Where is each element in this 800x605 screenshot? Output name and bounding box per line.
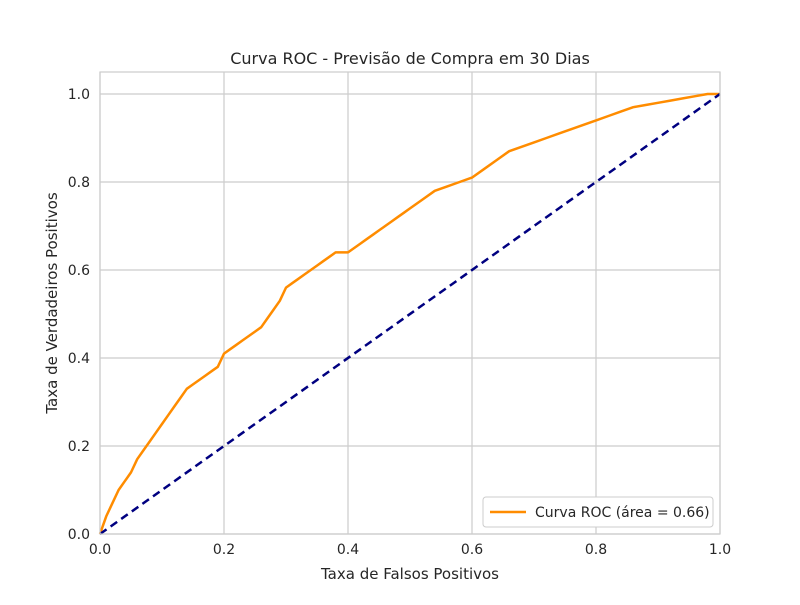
y-tick-label: 0.4	[68, 351, 90, 367]
plot-frame	[99, 71, 721, 535]
y-tick-label: 0.2	[68, 439, 90, 455]
y-axis-label: Taxa de Verdadeiros Positivos	[43, 192, 61, 414]
legend-label-roc: Curva ROC (área = 0.66)	[535, 505, 710, 521]
y-tick-label: 0.0	[68, 527, 90, 543]
roc-curve-line	[98, 92, 720, 535]
x-tick-label: 0.4	[337, 542, 359, 558]
x-tick-label: 0.8	[585, 542, 607, 558]
legend-box	[482, 496, 714, 528]
x-tick-label: 1.0	[709, 542, 731, 558]
y-tick-label: 0.6	[68, 263, 90, 279]
chart-title: Curva ROC - Previsão de Compra em 30 Dia…	[230, 49, 590, 68]
tick-labels: 0.0 0.2 0.4 0.6 0.8 1.0 0.0 0.2 0.4 0.6 0.8 1.0	[68, 87, 731, 558]
plot-background	[100, 72, 720, 534]
legend: Curva ROC (área = 0.66)	[482, 496, 714, 528]
y-tick-label: 0.8	[68, 175, 90, 191]
x-tick-label: 0.6	[461, 542, 483, 558]
x-tick-label: 0.2	[213, 542, 235, 558]
random-baseline-line	[99, 92, 721, 536]
y-tick-label: 1.0	[68, 87, 90, 103]
series-lines	[98, 92, 721, 536]
x-tick-label: 0.0	[89, 542, 111, 558]
x-axis-label: Taxa de Falsos Positivos	[320, 565, 499, 583]
